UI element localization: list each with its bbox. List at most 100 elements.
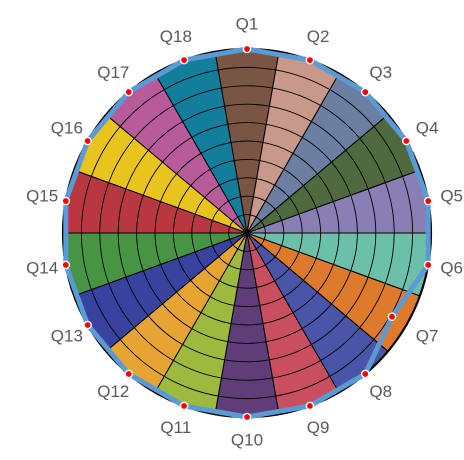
segment-q12 [106,233,247,393]
grid-ring [117,232,127,278]
grid-ring [209,160,235,170]
grid-ring [301,303,332,329]
grid-ring [263,226,266,234]
grid-ring [194,197,206,215]
grid-ring [303,185,317,208]
category-label: Q5 [440,186,463,205]
data-point-q10 [242,412,252,422]
grid-ring [317,173,334,202]
grid-ring [133,327,174,361]
grid-ring [119,89,165,127]
grid-ring [234,305,260,308]
grid-ring [333,232,340,265]
grid-ring [209,296,235,306]
grid-ring [190,280,211,298]
series-layer [61,44,433,422]
grid-ring [303,258,317,281]
grid-ring [218,200,229,210]
grid-ring [142,270,163,305]
grid-ring [237,248,244,252]
grid-ring [329,89,375,127]
grid-ring [176,291,202,314]
grid-ring [176,152,202,175]
segment-q3 [247,73,388,233]
grid-ring [90,126,121,177]
data-point-q17 [124,87,134,97]
category-label: Q3 [369,63,392,82]
category-label: Q2 [307,27,330,46]
grid-ring [154,232,161,265]
grid-ring [269,344,312,361]
grid-lines [61,47,433,419]
segment-q7 [247,233,420,352]
grid-ring [255,216,262,222]
grid-ring [200,141,232,154]
grid-ring [266,328,303,343]
grid-ring [136,232,144,271]
grid-ring [402,232,414,290]
grid-ring [117,188,127,234]
grid-ring [204,184,220,198]
grid-ring [275,376,331,397]
data-point-q2 [305,55,315,65]
category-label: Q17 [97,63,129,82]
grid-ring [209,232,213,246]
grid-ring [256,178,275,186]
grid-ring [281,232,285,246]
grid-ring [125,276,149,317]
grid-ring [402,176,414,234]
grid-ring [133,105,174,139]
segment-q15 [63,170,247,233]
grid-ring [136,195,144,234]
segment-q8 [247,233,388,393]
category-label: Q4 [416,118,439,137]
grid-ring [315,232,322,259]
segment-q6 [247,233,431,296]
grid-ring [255,244,262,250]
data-point-q11 [179,401,189,411]
grid-ring [147,121,183,151]
grid-ring [163,376,219,397]
data-point-q8 [360,369,370,379]
segment-q2 [247,51,339,233]
grid-ring [173,87,222,106]
grid-ring [259,160,285,170]
category-label: Q13 [51,326,83,345]
grid-ring [317,264,334,293]
data-point-q15 [61,196,71,206]
grid-ring [274,209,283,221]
grid-ring [350,195,358,234]
data-point-q5 [423,196,433,206]
grid-ring [191,213,196,234]
grid-ring [182,344,225,361]
grid-ring [253,264,266,270]
grid-ring [211,209,220,221]
grid-ring [272,360,321,379]
grid-ring [281,220,285,234]
grid-ring [204,268,220,282]
grid-ring [240,268,254,271]
segment-q14 [63,233,247,296]
category-label: Q16 [51,118,83,137]
grid-ring [228,226,231,234]
grid-ring [211,245,220,257]
grid-ring [163,69,219,90]
grid-ring [227,122,267,125]
grid-ring [182,105,225,122]
grid-ring [260,239,265,246]
data-point-q6 [423,260,433,270]
category-label: Q7 [416,326,439,345]
data-point-q13 [83,320,92,330]
grid-ring [274,268,290,282]
segment-q11 [155,233,247,415]
grid-ring [256,280,275,288]
data-point-q18 [179,55,189,65]
grid-ring [240,195,254,198]
grid-ring [221,377,273,381]
grid-ring [237,177,257,180]
grid-ring [230,323,264,326]
grid-ring [315,207,322,234]
grid-ring [269,105,312,122]
grid-ring [274,184,290,198]
grid-ring [237,214,244,218]
